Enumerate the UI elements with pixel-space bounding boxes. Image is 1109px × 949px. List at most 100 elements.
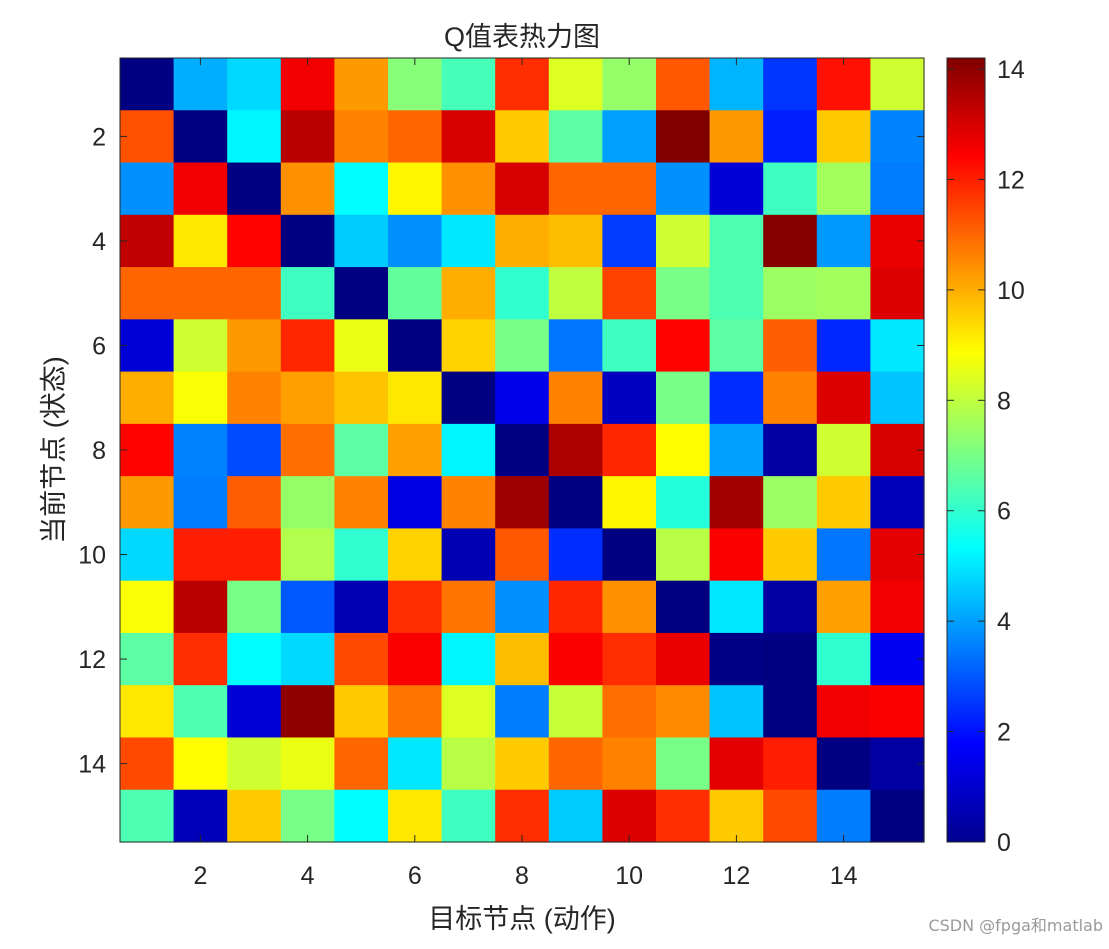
heatmap-cell (334, 476, 389, 529)
y-axis-ticks: 2 4 6 8 10 12 14 (78, 123, 924, 779)
heatmap-cell (334, 58, 389, 111)
heatmap-cell (280, 685, 335, 739)
heatmap-cell (548, 632, 603, 686)
heatmap-cell (816, 476, 871, 529)
heatmap-cell (388, 58, 443, 111)
heatmap-cell (227, 580, 282, 634)
heatmap-cell (763, 110, 818, 164)
heatmap-cell (870, 737, 925, 791)
heatmap-cell (495, 580, 550, 634)
heatmap-cell (120, 476, 175, 529)
heatmap-cell (709, 476, 764, 529)
heatmap-cell (495, 685, 550, 739)
heatmap-cell (334, 580, 389, 634)
heatmap-cell (227, 528, 282, 582)
heatmap-cell (709, 319, 764, 373)
heatmap-cell (870, 58, 925, 111)
heatmap-cell (816, 214, 871, 268)
heatmap-cell (656, 528, 711, 582)
heatmap-cell (334, 162, 389, 216)
heatmap-cell (870, 110, 925, 164)
heatmap-cell (388, 528, 443, 582)
heatmap-cell (227, 476, 282, 529)
heatmap-cell (388, 580, 443, 634)
heatmap-cell (120, 267, 175, 320)
heatmap-cell (870, 371, 925, 425)
heatmap-cell (227, 632, 282, 686)
heatmap-cell (495, 58, 550, 111)
heatmap-cell (602, 162, 657, 216)
heatmap-cell (441, 371, 496, 425)
heatmap-cell (441, 737, 496, 791)
chart-title: Q值表热力图 (444, 22, 600, 52)
heatmap-cell (763, 371, 818, 425)
heatmap-cell (656, 110, 711, 164)
heatmap-cell (441, 528, 496, 582)
colorbar-tick-label: 0 (997, 829, 1011, 857)
heatmap-cell (334, 214, 389, 268)
heatmap-cell (120, 632, 175, 686)
heatmap-cell (656, 162, 711, 216)
x-tick-label: 2 (193, 862, 207, 890)
heatmap-cell (816, 737, 871, 791)
heatmap-cell (656, 371, 711, 425)
colorbar-tick-label: 10 (997, 277, 1025, 305)
heatmap-cell (441, 580, 496, 634)
heatmap-cell (173, 476, 228, 529)
y-tick-label: 14 (78, 751, 106, 779)
heatmap-cell (602, 737, 657, 791)
heatmap-cell (280, 371, 335, 425)
heatmap-cell (334, 685, 389, 739)
heatmap-cell (656, 58, 711, 111)
heatmap-cell (388, 685, 443, 739)
heatmap-cell (870, 476, 925, 529)
heatmap-cell (120, 685, 175, 739)
x-tick-label: 8 (515, 862, 529, 890)
heatmap-cell (602, 214, 657, 268)
heatmap-cell (334, 319, 389, 373)
watermark: CSDN @fpga和matlab (928, 916, 1103, 935)
colorbar-tick-label: 8 (997, 387, 1011, 415)
colorbar (946, 57, 986, 843)
heatmap-cell (763, 476, 818, 529)
heatmap-cell (763, 789, 818, 843)
heatmap-cell (280, 580, 335, 634)
heatmap-cell (280, 632, 335, 686)
heatmap-cell (120, 580, 175, 634)
heatmap-cell (334, 267, 389, 320)
heatmap-cell (870, 319, 925, 373)
heatmap-cell (709, 371, 764, 425)
heatmap-cell (388, 737, 443, 791)
heatmap-cell (334, 789, 389, 843)
heatmap-cell (816, 267, 871, 320)
heatmap-cell (816, 319, 871, 373)
heatmap-cell (227, 685, 282, 739)
heatmap-cell (120, 528, 175, 582)
heatmap-cell (816, 580, 871, 634)
heatmap-cell (870, 267, 925, 320)
heatmap-cell (602, 580, 657, 634)
heatmap-cell (656, 789, 711, 843)
heatmap-cell (816, 423, 871, 477)
heatmap-cell (816, 162, 871, 216)
heatmap-cell (548, 371, 603, 425)
y-tick-label: 4 (92, 228, 106, 256)
heatmap-cell (602, 267, 657, 320)
heatmap-cell (709, 528, 764, 582)
heatmap-cell (870, 685, 925, 739)
x-axis-ticks: 2 4 6 8 10 12 14 (193, 58, 858, 890)
heatmap-cell (280, 319, 335, 373)
heatmap-cell (334, 423, 389, 477)
heatmap-cell (656, 632, 711, 686)
y-tick-label: 12 (78, 646, 106, 674)
y-axis-label: 当前节点 (状态) (39, 356, 69, 543)
heatmap-cell (334, 371, 389, 425)
heatmap-cell (495, 319, 550, 373)
heatmap-cell (441, 789, 496, 843)
heatmap-cell (173, 267, 228, 320)
heatmap-cell (763, 267, 818, 320)
heatmap-cell (816, 789, 871, 843)
heatmap-cell (173, 371, 228, 425)
heatmap-cell (388, 319, 443, 373)
heatmap-cell (495, 476, 550, 529)
